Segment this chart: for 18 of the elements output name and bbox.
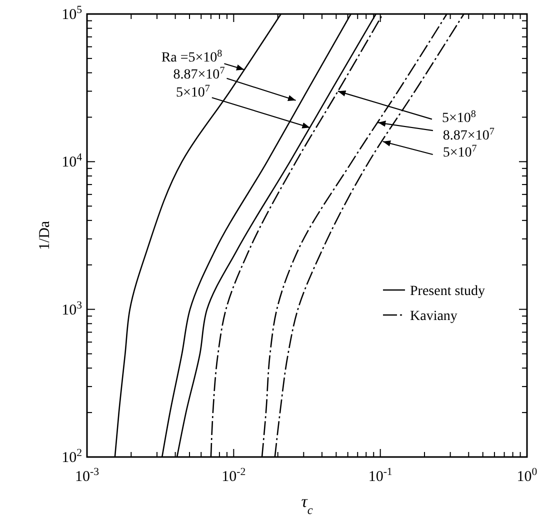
y-axis-title: 1/Da bbox=[37, 220, 53, 250]
annotation: 8.87×10$^{7}$ bbox=[173, 64, 225, 82]
x-tick-label: 10$^{-1}$ bbox=[368, 466, 392, 485]
x-axis-title: τ$_{c}$ bbox=[301, 492, 314, 517]
annotation: 5×10$^{7}$ bbox=[442, 142, 477, 160]
y-tick-label: 10$^{5}$ bbox=[62, 4, 82, 23]
annotation: 5×10$^{8}$ bbox=[442, 108, 476, 126]
y-tick-label: 10$^{3}$ bbox=[62, 299, 82, 318]
annotation: 8.87×10$^{7}$ bbox=[442, 126, 494, 144]
y-tick-label: 10$^{4}$ bbox=[62, 152, 83, 171]
annotation: 5×10$^{7}$ bbox=[176, 83, 210, 101]
legend-label: Kaviany bbox=[410, 309, 458, 324]
x-tick-label: 10$^{-2}$ bbox=[222, 466, 246, 485]
x-tick-label: 10$^{0}$ bbox=[516, 466, 538, 485]
y-tick-label: 10$^{2}$ bbox=[62, 447, 82, 466]
legend-label: Present study bbox=[410, 284, 486, 299]
x-tick-label: 10$^{-3}$ bbox=[75, 466, 99, 485]
annotation: Ra =5×10$^{8}$ bbox=[161, 48, 222, 66]
